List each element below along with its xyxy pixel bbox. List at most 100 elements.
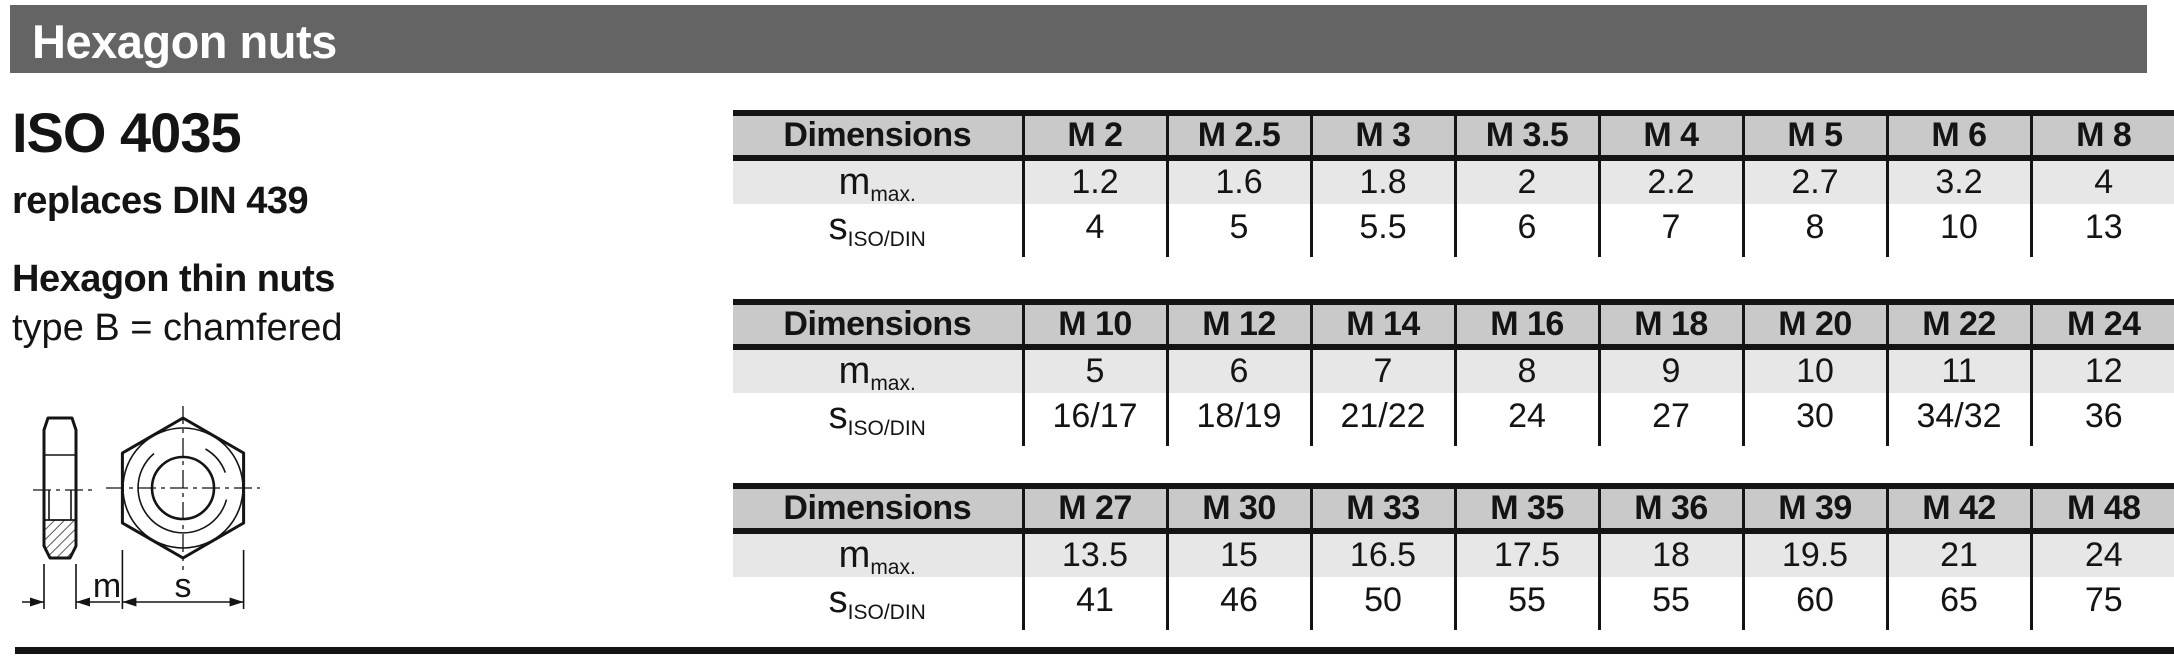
cell-s: 21/22 — [1309, 393, 1455, 439]
cell-m-max: 19.5 — [1741, 531, 1887, 577]
column-header: M 36 — [1597, 483, 1743, 534]
cell-s: 50 — [1309, 577, 1455, 623]
table-corner-label: Dimensions — [733, 299, 1023, 350]
column-header: M 3.5 — [1453, 110, 1599, 161]
cell-s: 41 — [1021, 577, 1167, 623]
cell-m-max: 4 — [2029, 158, 2174, 204]
cell-m-max: 1.6 — [1165, 158, 1311, 204]
column-header: M 4 — [1597, 110, 1743, 161]
cell-s: 5.5 — [1309, 204, 1455, 250]
row-label-s-iso-din: sISO/DIN — [733, 577, 1023, 624]
separator-overshoot — [733, 623, 2174, 630]
cell-m-max: 21 — [1885, 531, 2031, 577]
column-header: M 20 — [1741, 299, 1887, 350]
dimensions-table-m27-m48: Dimensions M 27 M 30 M 33 M 35 M 36 M 39… — [733, 483, 2174, 630]
table-header-row: Dimensions M 27 M 30 M 33 M 35 M 36 M 39… — [733, 483, 2174, 534]
cell-m-max: 3.2 — [1885, 158, 2031, 204]
cell-s: 36 — [2029, 393, 2174, 439]
column-header: M 42 — [1885, 483, 2031, 534]
table-row: sISO/DIN 4 5 5.5 6 7 8 10 13 — [733, 204, 2174, 251]
cell-m-max: 8 — [1453, 347, 1599, 393]
cell-m-max: 9 — [1597, 347, 1743, 393]
cell-s: 46 — [1165, 577, 1311, 623]
cell-m-max: 1.2 — [1021, 158, 1167, 204]
column-header: M 2.5 — [1165, 110, 1311, 161]
column-header: M 24 — [2029, 299, 2174, 350]
dimensions-table-m10-m24: Dimensions M 10 M 12 M 14 M 16 M 18 M 20… — [733, 299, 2174, 446]
cell-m-max: 24 — [2029, 531, 2174, 577]
cell-s: 18/19 — [1165, 393, 1311, 439]
cell-s: 10 — [1885, 204, 2031, 250]
cell-m-max: 13.5 — [1021, 531, 1167, 577]
dimension-lines: m s — [22, 550, 245, 609]
column-header: M 12 — [1165, 299, 1311, 350]
column-header: M 14 — [1309, 299, 1455, 350]
cell-s: 30 — [1741, 393, 1887, 439]
cell-s: 55 — [1597, 577, 1743, 623]
column-header: M 22 — [1885, 299, 2031, 350]
column-header: M 27 — [1021, 483, 1167, 534]
row-label-m-max: mmax. — [733, 531, 1023, 579]
row-label-s-iso-din: sISO/DIN — [733, 204, 1023, 251]
cell-s: 75 — [2029, 577, 2174, 623]
cell-m-max: 17.5 — [1453, 531, 1599, 577]
cell-s: 13 — [2029, 204, 2174, 250]
cell-s: 24 — [1453, 393, 1599, 439]
table-row: mmax. 1.2 1.6 1.8 2 2.2 2.7 3.2 4 — [733, 158, 2174, 206]
cell-s: 16/17 — [1021, 393, 1167, 439]
cell-s: 34/32 — [1885, 393, 2031, 439]
cell-m-max: 2.2 — [1597, 158, 1743, 204]
table-row: mmax. 5 6 7 8 9 10 11 12 — [733, 347, 2174, 395]
column-header: M 48 — [2029, 483, 2174, 534]
cell-m-max: 10 — [1741, 347, 1887, 393]
table-corner-label: Dimensions — [733, 483, 1023, 534]
product-name: Hexagon thin nuts — [12, 258, 335, 300]
column-header: M 2 — [1021, 110, 1167, 161]
cell-m-max: 2.7 — [1741, 158, 1887, 204]
table-corner-label: Dimensions — [733, 110, 1023, 161]
cell-s: 6 — [1453, 204, 1599, 250]
product-type-note: type B = chamfered — [12, 307, 343, 349]
separator-overshoot — [733, 439, 2174, 446]
dim-label-s: s — [175, 567, 192, 605]
nut-side-view — [33, 416, 93, 560]
cell-s: 60 — [1741, 577, 1887, 623]
column-header: M 18 — [1597, 299, 1743, 350]
cell-m-max: 1.8 — [1309, 158, 1455, 204]
column-header: M 16 — [1453, 299, 1599, 350]
column-header: M 5 — [1741, 110, 1887, 161]
page-title: Hexagon nuts — [10, 5, 2147, 73]
table-header-row: Dimensions M 2 M 2.5 M 3 M 3.5 M 4 M 5 M… — [733, 110, 2174, 161]
hexagon-nut-drawing-icon: m s — [22, 406, 260, 609]
column-header: M 39 — [1741, 483, 1887, 534]
column-header: M 30 — [1165, 483, 1311, 534]
cell-s: 55 — [1453, 577, 1599, 623]
row-label-s-iso-din: sISO/DIN — [733, 393, 1023, 440]
page-bottom-rule — [15, 647, 2174, 654]
cell-s: 8 — [1741, 204, 1887, 250]
column-header: M 3 — [1309, 110, 1455, 161]
row-label-m-max: mmax. — [733, 158, 1023, 206]
nut-front-view — [106, 406, 260, 570]
cell-s: 65 — [1885, 577, 2031, 623]
cell-m-max: 2 — [1453, 158, 1599, 204]
separator-overshoot — [733, 250, 2174, 257]
dim-label-m: m — [93, 567, 121, 605]
table-header-row: Dimensions M 10 M 12 M 14 M 16 M 18 M 20… — [733, 299, 2174, 350]
standard-number: ISO 4035 — [12, 101, 242, 164]
cell-m-max: 6 — [1165, 347, 1311, 393]
cell-m-max: 11 — [1885, 347, 2031, 393]
column-header: M 35 — [1453, 483, 1599, 534]
cell-s: 4 — [1021, 204, 1167, 250]
cell-s: 5 — [1165, 204, 1311, 250]
cell-m-max: 5 — [1021, 347, 1167, 393]
replaces-note: replaces DIN 439 — [12, 180, 309, 222]
cell-m-max: 16.5 — [1309, 531, 1455, 577]
table-row: mmax. 13.5 15 16.5 17.5 18 19.5 21 24 — [733, 531, 2174, 579]
cell-m-max: 18 — [1597, 531, 1743, 577]
cell-s: 27 — [1597, 393, 1743, 439]
column-header: M 6 — [1885, 110, 2031, 161]
table-row: sISO/DIN 16/17 18/19 21/22 24 27 30 34/3… — [733, 393, 2174, 440]
dimensions-table-m2-m8: Dimensions M 2 M 2.5 M 3 M 3.5 M 4 M 5 M… — [733, 110, 2174, 257]
